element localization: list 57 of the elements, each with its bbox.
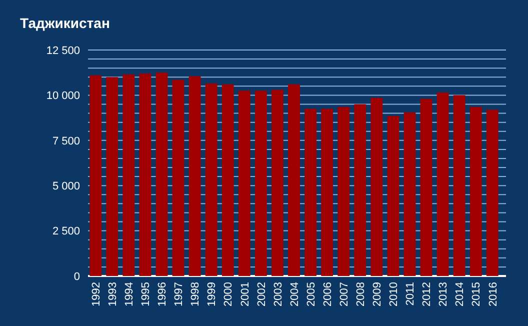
bar	[254, 90, 267, 276]
x-tick-label: 2002	[256, 282, 268, 306]
bar	[238, 90, 250, 276]
bar	[156, 72, 168, 276]
x-tick-label: 2009	[372, 282, 384, 306]
bar	[404, 112, 416, 276]
bar	[387, 116, 400, 276]
x-tick-label: 1998	[190, 282, 202, 306]
x-tick-label: 2001	[239, 282, 252, 306]
x-tick-label: 1993	[106, 282, 119, 306]
bar	[370, 98, 383, 276]
x-tick-label: 2003	[272, 282, 284, 306]
bar	[139, 74, 152, 276]
bar	[321, 108, 334, 276]
bar	[272, 90, 284, 276]
bar	[436, 92, 449, 276]
bar	[420, 98, 432, 276]
y-tick-label: 5 000	[52, 180, 80, 192]
x-tick-label: 2014	[454, 282, 466, 306]
x-tick-label: 2011	[404, 282, 417, 306]
bar	[288, 84, 300, 276]
bar	[106, 77, 118, 276]
bar	[188, 76, 201, 276]
bar	[90, 75, 102, 276]
x-tick-label: 1994	[124, 282, 136, 306]
x-tick-label: 2015	[470, 282, 483, 306]
x-tick-label: 2008	[354, 282, 367, 306]
x-tick-label: 2004	[288, 282, 301, 306]
y-tick-label: 12 500	[46, 44, 80, 57]
x-tick-label: 2013	[438, 282, 450, 306]
bar	[470, 106, 482, 276]
x-tick-label: 2007	[338, 282, 350, 306]
bar	[486, 110, 498, 276]
x-tick-label: 2016	[487, 282, 500, 306]
x-tick-label: 2012	[421, 282, 434, 306]
bar	[338, 106, 350, 276]
x-tick-label: 2000	[222, 282, 235, 306]
x-tick-label: 2005	[305, 282, 318, 306]
x-tick-label: 1997	[173, 282, 186, 306]
y-tick-label: 7 500	[52, 135, 80, 148]
x-tick-label: 1992	[90, 282, 102, 306]
bar	[205, 83, 218, 276]
bar	[453, 95, 466, 276]
x-tick-label: 2010	[388, 282, 400, 306]
x-tick-label: 1996	[156, 282, 169, 306]
bar	[172, 80, 184, 276]
y-tick-label: 0	[74, 270, 80, 283]
bar	[122, 74, 135, 276]
x-tick-label: 2006	[322, 282, 334, 306]
bar	[222, 84, 234, 276]
bar	[304, 108, 316, 276]
bar	[354, 104, 366, 276]
x-tick-label: 1999	[206, 282, 218, 306]
y-tick-label: 10 000	[46, 90, 80, 102]
chart-title: Таджикистан	[20, 15, 110, 31]
x-tick-label: 1995	[140, 282, 152, 306]
y-tick-label: 2 500	[52, 226, 80, 238]
